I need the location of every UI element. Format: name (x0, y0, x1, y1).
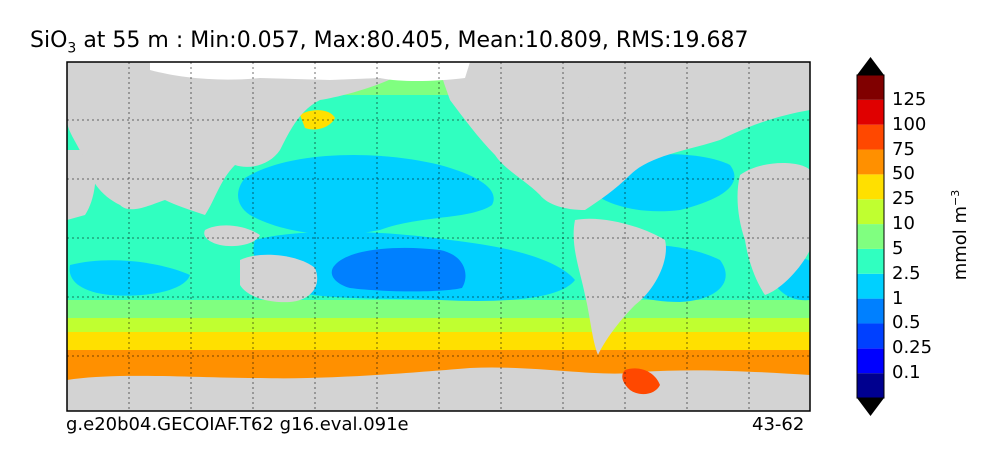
colorbar-tick-label: 25 (892, 188, 915, 210)
africa (737, 163, 810, 295)
colorbar-tick-label: 0.25 (892, 337, 933, 359)
colorbar-tick-label: 0.5 (892, 312, 921, 334)
colorbar-tick-label: 75 (892, 138, 915, 160)
pacific-core (331, 247, 466, 292)
colorbar-swatch (857, 149, 884, 175)
colorbar-swatch (857, 298, 884, 324)
colorbar-tick-label: 100 (892, 113, 927, 135)
colorbar-tick-label: 5 (892, 237, 904, 259)
colorbar-swatch (857, 373, 884, 398)
north-pacific-gyre (238, 155, 494, 235)
arctic-ice (150, 62, 470, 81)
colorbar-swatch (857, 323, 884, 349)
colorbar-swatch (857, 348, 884, 374)
weddell-high (622, 368, 660, 395)
north-america (440, 62, 810, 210)
colorbar-extend-max (857, 57, 884, 75)
colorbar-swatch (857, 124, 884, 150)
greenland (560, 62, 640, 100)
colorbar-tick-label: 0.1 (892, 362, 921, 384)
map-frame (66, 61, 811, 412)
colorbar-tick-label: 10 (892, 213, 915, 235)
colorbar-tick-label: 1 (892, 287, 904, 309)
colorbar-swatch (857, 273, 884, 299)
colorbar-swatch (857, 199, 884, 225)
band-5-south (67, 300, 810, 320)
plot-title: SiO3 at 55 m : Min:0.057, Max:80.405, Me… (30, 28, 749, 57)
colorbar-swatch (857, 99, 884, 125)
colorbar-extend-min (857, 398, 884, 416)
colorbar-swatch (857, 75, 884, 100)
band-25-south (67, 332, 810, 352)
colorbar-swatch (857, 174, 884, 200)
colorbar-tick-label: 2.5 (892, 262, 921, 284)
colorbar-unit: mmol m−3 (949, 189, 971, 281)
years-label: 43-62 (752, 414, 805, 435)
south-america (573, 218, 666, 355)
eurasia (67, 62, 420, 215)
colorbar-swatch (857, 224, 884, 249)
indian-gyre (69, 260, 190, 296)
maritime-continent (204, 225, 260, 247)
colorbar-swatch (857, 248, 884, 274)
australia (240, 254, 318, 303)
band-10-south (67, 318, 810, 334)
colorbar-tick-label: 125 (892, 88, 927, 110)
colorbar-frame (856, 74, 885, 399)
colorbar (856, 57, 885, 416)
colorbar-tick-label: 50 (892, 163, 915, 185)
case-name-label: g.e20b04.GECOIAF.T62 g16.eval.091e (66, 414, 409, 435)
